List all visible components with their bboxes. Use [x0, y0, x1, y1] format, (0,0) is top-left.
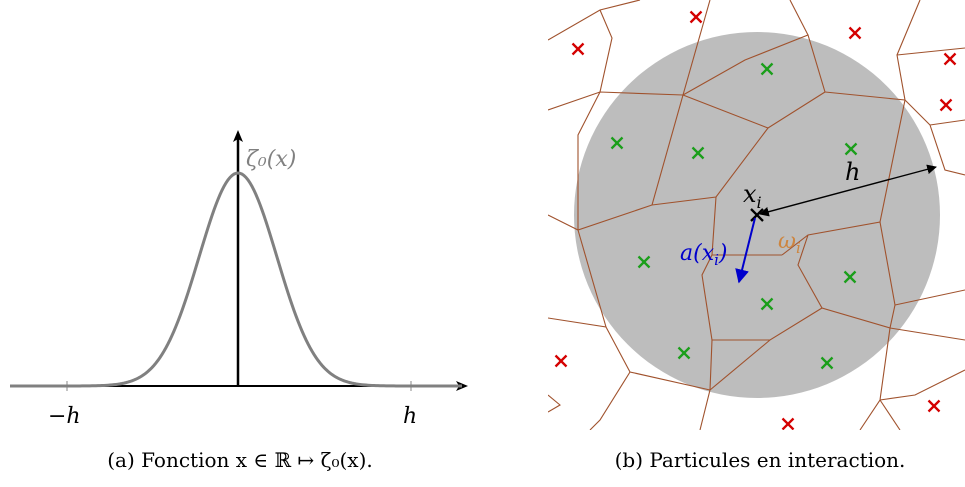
cell-edge	[651, 94, 684, 206]
cell-edge	[879, 369, 965, 401]
caption-a: (a) Fonction x ∈ ℝ ↦ ζ₀(x).	[107, 448, 373, 472]
inside-particle	[677, 346, 691, 360]
cell-label-sub: i	[796, 239, 801, 257]
cell-edge	[889, 327, 965, 341]
acceleration-vector	[735, 217, 756, 284]
outside-particle	[571, 42, 585, 56]
inside-particles	[610, 62, 858, 370]
cell-edge	[577, 91, 601, 230]
cell-edge	[781, 99, 906, 256]
outside-particle	[689, 10, 703, 24]
inside-particle	[760, 297, 774, 311]
gaussian-curve	[10, 171, 462, 388]
outside-particle	[848, 26, 862, 40]
cell-edge	[682, 34, 826, 96]
panel-b-particles	[548, 0, 965, 430]
tick-label-h: h	[403, 404, 417, 429]
outside-particle	[943, 52, 957, 66]
cell-edge	[894, 289, 965, 306]
cell-edge	[548, 394, 561, 413]
inside-particle	[760, 62, 774, 76]
vector-label-base: a(x	[680, 241, 715, 266]
vector-label-sub: i	[714, 251, 719, 269]
cell-edge	[929, 119, 965, 126]
outside-particle	[554, 354, 568, 368]
cell-edge	[548, 0, 641, 41]
cell-edge	[682, 0, 711, 96]
curve-label: ζ₀(x)	[246, 147, 296, 172]
outside-particles	[554, 10, 957, 430]
outside-particle	[927, 399, 941, 413]
cell-edge	[896, 47, 965, 56]
cell-edge	[701, 254, 713, 391]
voronoi-cells	[548, 0, 965, 430]
vector-label-close: )	[718, 241, 728, 266]
inside-particle	[610, 136, 624, 150]
tick-label-minus-h: −h	[48, 404, 81, 429]
particle-label-sub: i	[757, 193, 762, 212]
cell-edge	[797, 234, 891, 329]
cell-edge	[699, 389, 711, 430]
radius-arrow	[759, 164, 937, 217]
radius-label: h	[845, 158, 860, 186]
inside-particle	[637, 255, 651, 269]
cell-edge	[929, 124, 965, 176]
particle-label: xi	[743, 180, 762, 212]
inside-particle	[691, 146, 705, 160]
outside-particle	[781, 417, 795, 430]
inside-particle	[844, 142, 858, 156]
particle-label-base: x	[743, 180, 757, 208]
cell-edge	[682, 91, 826, 129]
cell-edge	[577, 229, 607, 328]
caption-b: (b) Particules en interaction.	[614, 448, 906, 472]
y-axis-arrowhead	[233, 130, 243, 142]
cell-label-base: ω	[778, 229, 796, 254]
inside-particle	[820, 356, 834, 370]
cell-label: ωi	[778, 229, 801, 257]
cell-edge	[789, 0, 809, 36]
panel-a-gaussian: ζ₀(x) −h h	[10, 130, 468, 429]
cell-edge	[879, 399, 901, 430]
cell-edge	[599, 9, 613, 93]
cell-edge	[709, 339, 771, 391]
cell-edge	[548, 317, 711, 391]
outside-particle	[939, 98, 953, 112]
cell-edge	[896, 0, 921, 101]
inside-particle	[843, 270, 857, 284]
cell-edge	[589, 371, 631, 430]
vector-label: a(xi)	[680, 241, 728, 269]
